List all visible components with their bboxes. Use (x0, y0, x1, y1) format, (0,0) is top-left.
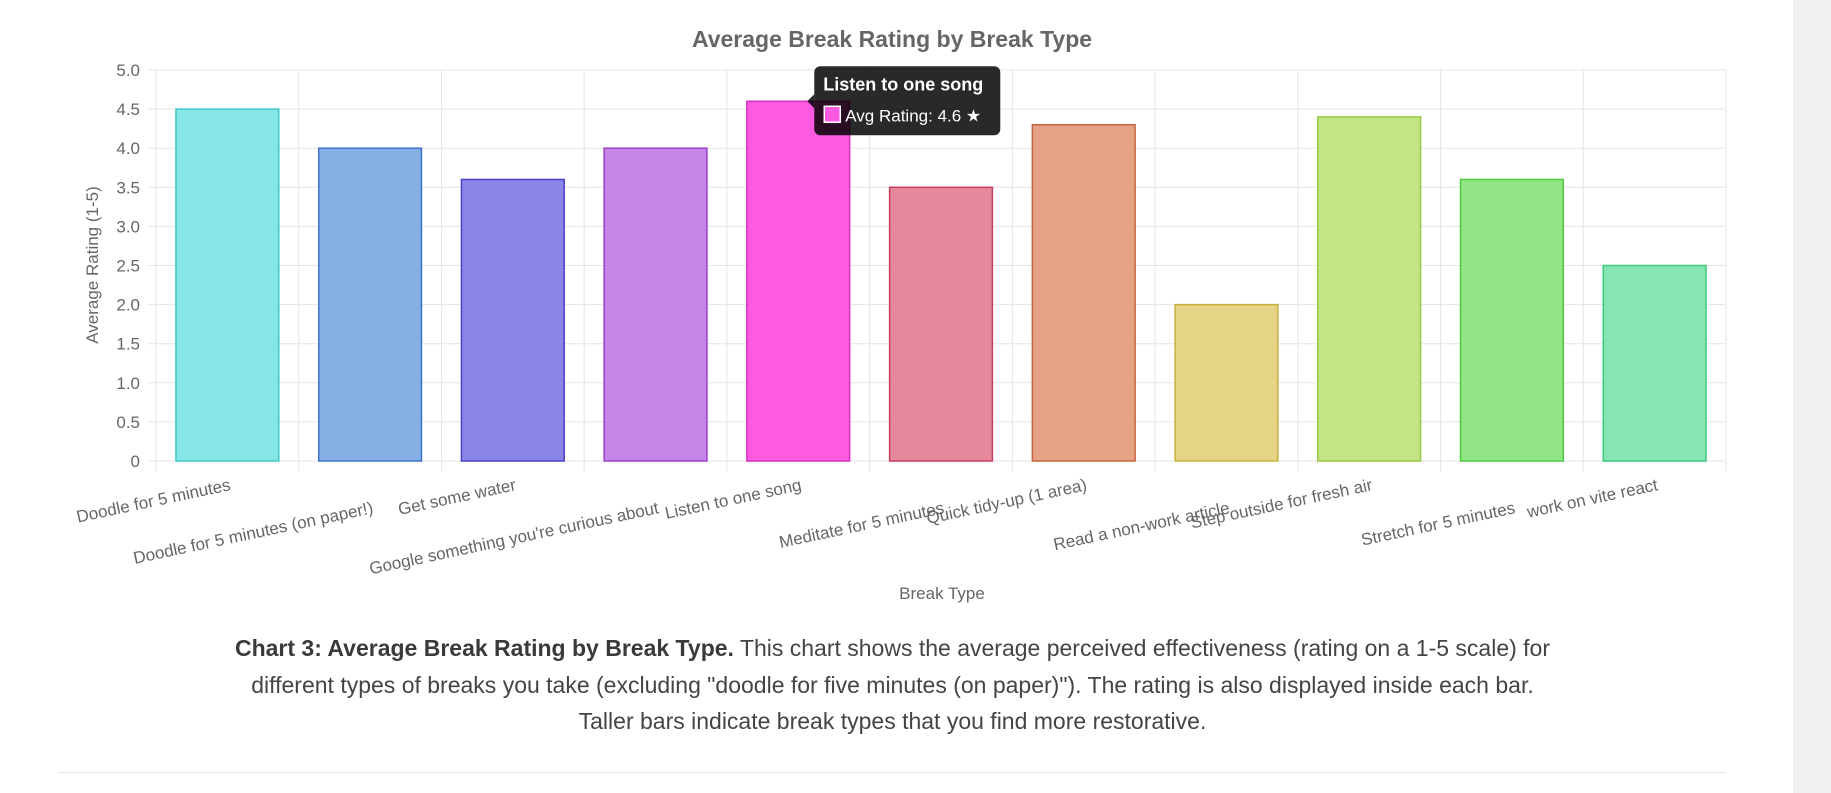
y-tick-label: 2.0 (116, 296, 140, 315)
caption-line-1: This chart shows the average perceived e… (733, 635, 1550, 661)
bar[interactable] (1317, 116, 1422, 462)
bar[interactable] (317, 147, 423, 462)
caption-title: Chart 3: Average Break Rating by Break T… (234, 635, 734, 661)
y-tick-label: 2.5 (116, 257, 140, 276)
y-tick-label: 3.5 (116, 178, 140, 197)
bar[interactable] (888, 186, 994, 462)
x-tick-label: Quick tidy-up (1 area) (925, 475, 1089, 528)
bar-chart: Average Break Rating by Break Type 0 0.5 1… (75, 26, 1727, 603)
bar[interactable] (175, 108, 280, 462)
x-tick-label: Meditate for 5 minutes (777, 498, 945, 552)
bar[interactable] (603, 147, 708, 462)
x-tick-label: Listen to one song (663, 475, 803, 522)
y-tick-label: 1.0 (116, 374, 140, 393)
y-tick-label: 0.5 (116, 413, 140, 432)
x-tick-label: Get some water (396, 475, 518, 519)
chart-caption: Chart 3: Average Break Rating by Break T… (200, 630, 1585, 740)
bar[interactable] (1602, 264, 1707, 462)
y-tick-label: 1.5 (116, 335, 140, 354)
section-divider (58, 772, 1726, 773)
tooltip-title: Listen to one song (823, 74, 983, 94)
bar[interactable] (746, 100, 851, 462)
y-axis-ticks: 0 0.5 1.0 1.5 2.0 2.5 3.0 3.5 4.0 4.5 5.0 (116, 61, 140, 471)
x-tick-label: Doodle for 5 minutes (75, 475, 232, 526)
tooltip: Listen to one song Avg Rating: 4.6 ★ (807, 66, 1001, 136)
y-tick-label: 5.0 (116, 61, 140, 80)
y-axis-label: Average Rating (1-5) (83, 186, 102, 344)
caption-line-2: different types of breaks you take (excl… (251, 671, 1534, 698)
y-tick-label: 0 (131, 452, 140, 471)
tooltip-body: Avg Rating: 4.6 ★ (845, 106, 981, 125)
window-scrollbar-track[interactable] (1793, 0, 1831, 793)
y-tick-label: 4.0 (116, 139, 140, 158)
x-axis-label: Break Type (899, 584, 985, 603)
bars (175, 100, 1707, 462)
y-tick-label: 4.5 (116, 100, 140, 119)
caption-line-3: Taller bars indicate break types that yo… (578, 708, 1207, 734)
tooltip-swatch (823, 105, 842, 124)
bar[interactable] (1459, 178, 1565, 462)
bar[interactable] (1031, 123, 1136, 462)
chart-title: Average Break Rating by Break Type (692, 26, 1092, 52)
tooltip-box (814, 66, 1001, 136)
bar[interactable] (460, 178, 565, 462)
x-tick-label: Doodle for 5 minutes (on paper!) (132, 498, 375, 567)
bar[interactable] (1174, 303, 1279, 462)
y-tick-label: 3.0 (116, 217, 140, 236)
x-tick-label: work on vite react (1524, 475, 1660, 522)
tooltip-caret (807, 94, 815, 109)
x-tick-label: Stretch for 5 minutes (1359, 498, 1516, 549)
